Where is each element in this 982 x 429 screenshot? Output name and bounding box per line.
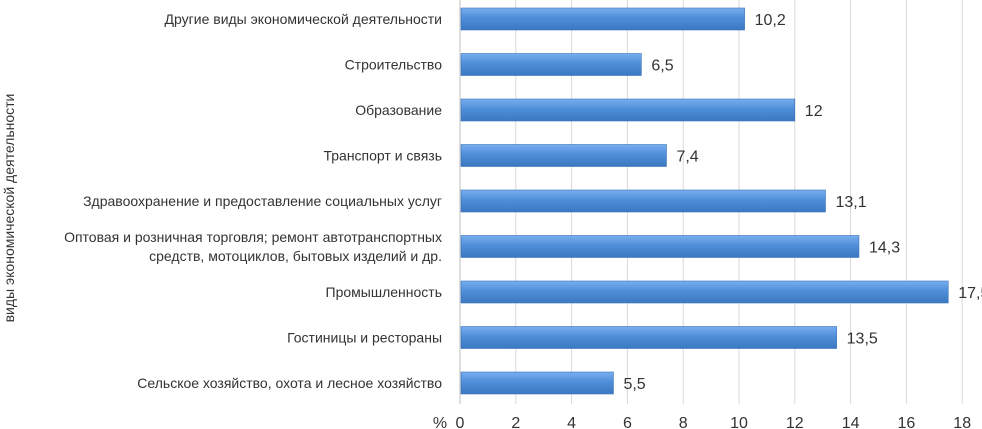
bar (460, 144, 667, 167)
category-label: Промышленность (326, 284, 442, 300)
bar (460, 235, 860, 258)
value-label: 13,1 (835, 194, 866, 211)
category-label: Здравоохранение и предоставление социаль… (83, 193, 442, 209)
value-label: 6,5 (651, 58, 673, 75)
x-tick-label: 14 (842, 415, 860, 429)
bar (460, 53, 642, 76)
bar (460, 7, 745, 31)
x-tick-label: 10 (730, 415, 748, 429)
x-tick-label: 18 (953, 415, 971, 429)
value-labels: 10,2 6,5 12 7,4 13,1 14,3 17,5 13,5 5,5 (623, 12, 982, 393)
category-label: Строительство (345, 57, 443, 73)
category-label: Транспорт и связь (323, 148, 442, 164)
bar (460, 371, 614, 395)
category-label: Сельское хозяйство, охота и лесное хозяй… (137, 375, 442, 391)
bar (460, 280, 949, 304)
x-tick-label: 2 (511, 415, 520, 429)
value-label: 14,3 (869, 240, 900, 257)
category-label: Гостиницы и рестораны (287, 330, 442, 346)
x-tick-label: 8 (679, 415, 688, 429)
category-label: Образование (355, 102, 442, 118)
x-tick-label: 12 (786, 415, 804, 429)
x-tick-label: 6 (623, 415, 632, 429)
value-label: 12 (805, 103, 823, 120)
bars (460, 7, 949, 395)
category-label: Другие виды экономической деятельности (165, 11, 442, 27)
x-tick-label: 4 (567, 415, 576, 429)
x-tick-labels: 0 2 4 6 8 10 12 14 16 18 (456, 415, 972, 429)
bar (460, 98, 796, 122)
value-label: 10,2 (755, 12, 786, 29)
value-label: 13,5 (847, 331, 878, 348)
category-label: Оптовая и розничная торговля; ремонт авт… (64, 229, 442, 264)
value-label: 17,5 (958, 285, 982, 302)
category-labels: Другие виды экономической деятельности Ст… (64, 11, 442, 391)
bar (460, 189, 826, 213)
x-tick-label: 0 (456, 415, 465, 429)
value-label: 7,4 (676, 149, 698, 166)
y-axis-label: виды экономической деятельности (1, 94, 17, 323)
x-tick-label: 16 (898, 415, 916, 429)
value-label: 5,5 (623, 376, 645, 393)
bar (460, 326, 837, 349)
x-axis-label: % (433, 415, 447, 429)
